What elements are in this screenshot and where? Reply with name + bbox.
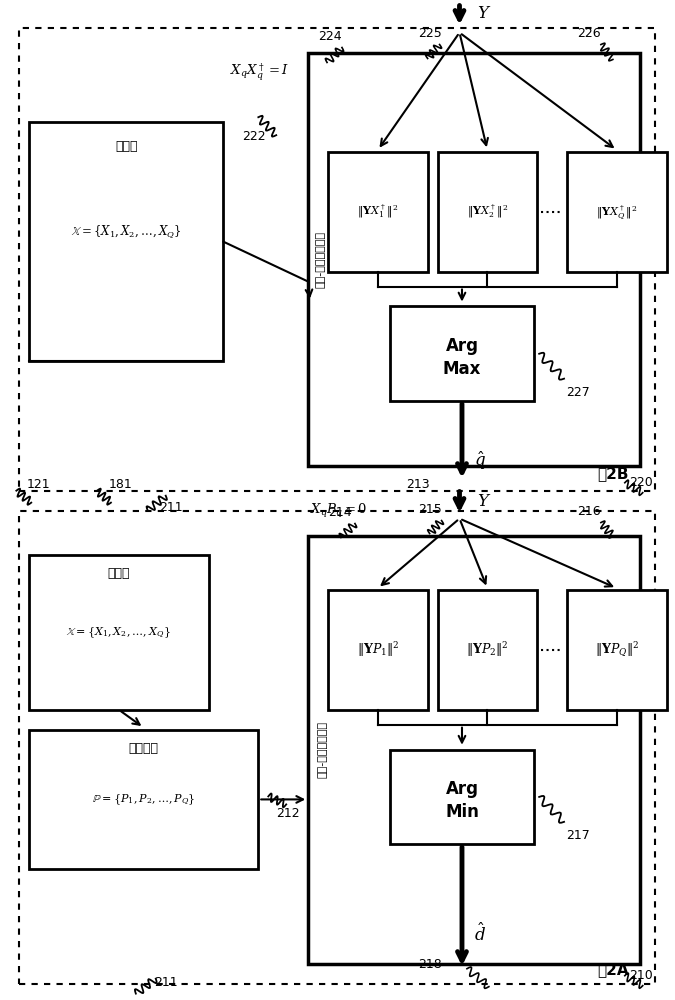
Bar	[437, 152, 537, 272]
Text: 214: 214	[328, 506, 352, 519]
Text: 212: 212	[276, 807, 300, 820]
Bar	[20, 511, 655, 984]
Bar	[389, 306, 534, 401]
Text: 224: 224	[318, 30, 342, 43]
Text: 星座集: 星座集	[115, 140, 138, 153]
Text: 181: 181	[109, 478, 133, 491]
Text: $\|\mathbf{Y}P_1\|^2$: $\|\mathbf{Y}P_1\|^2$	[356, 641, 399, 659]
Text: $\|\mathbf{Y}X_Q^\dagger\|^2$: $\|\mathbf{Y}X_Q^\dagger\|^2$	[596, 203, 637, 220]
Bar	[29, 122, 223, 361]
Bar	[20, 28, 655, 491]
Text: $\mathbb{X}=\{X_1,X_2,\ldots,X_Q\}$: $\mathbb{X}=\{X_1,X_2,\ldots,X_Q\}$	[66, 626, 171, 639]
Text: 211: 211	[159, 501, 182, 514]
Text: 210: 210	[629, 969, 653, 982]
Text: 星座集: 星座集	[107, 567, 130, 580]
Text: 空间-时间解调制器: 空间-时间解调制器	[317, 721, 327, 778]
Bar	[567, 590, 667, 710]
Text: 225: 225	[418, 27, 441, 40]
Text: 215: 215	[418, 503, 441, 516]
Text: $X_qX_q^\dagger=I$: $X_qX_q^\dagger=I$	[230, 62, 290, 83]
Bar	[389, 750, 534, 844]
Text: 227: 227	[566, 386, 590, 399]
Text: $Y$: $Y$	[477, 492, 491, 510]
Bar	[328, 152, 428, 272]
Text: 216: 216	[577, 505, 601, 518]
Text: Min: Min	[445, 803, 479, 821]
Bar	[29, 555, 209, 710]
Text: $\|\mathbf{Y}X_1^\dagger\|^2$: $\|\mathbf{Y}X_1^\dagger\|^2$	[357, 203, 398, 220]
Text: 零投影集: 零投影集	[129, 742, 159, 755]
Bar	[437, 590, 537, 710]
Text: 211: 211	[154, 976, 178, 989]
Text: 图2B: 图2B	[597, 466, 629, 481]
Text: $\hat{d}$: $\hat{d}$	[474, 923, 486, 945]
Bar	[29, 730, 259, 869]
Text: 图2A: 图2A	[597, 962, 629, 977]
Text: $\mathbb{P}=\{P_1,P_2,\ldots,P_Q\}$: $\mathbb{P}=\{P_1,P_2,\ldots,P_Q\}$	[92, 793, 196, 806]
Text: Arg: Arg	[446, 780, 479, 798]
Bar	[308, 536, 640, 964]
Text: Max: Max	[443, 360, 481, 378]
Bar	[328, 590, 428, 710]
Text: 220: 220	[629, 476, 653, 489]
Text: 空间-时间解调制器: 空间-时间解调制器	[315, 231, 325, 288]
Text: 121: 121	[26, 478, 50, 491]
Text: 218: 218	[418, 958, 442, 971]
Text: 222: 222	[242, 130, 266, 143]
Text: $X_qP_q=0$: $X_qP_q=0$	[310, 502, 367, 520]
Text: 217: 217	[566, 829, 590, 842]
Text: $\|\mathbf{Y}X_2^\dagger\|^2$: $\|\mathbf{Y}X_2^\dagger\|^2$	[467, 203, 508, 220]
Text: $\hat{q}$: $\hat{q}$	[474, 450, 486, 472]
Text: $\mathbb{X}=\{X_1,X_2,\ldots,X_Q\}$: $\mathbb{X}=\{X_1,X_2,\ldots,X_Q\}$	[71, 224, 182, 240]
Text: 213: 213	[406, 478, 429, 491]
Text: Arg: Arg	[446, 337, 479, 355]
Bar	[308, 53, 640, 466]
Text: 226: 226	[577, 27, 601, 40]
Text: $\|\mathbf{Y}P_Q\|^2$: $\|\mathbf{Y}P_Q\|^2$	[595, 641, 639, 659]
Text: $Y$: $Y$	[477, 4, 491, 22]
Bar	[567, 152, 667, 272]
Text: $\|\mathbf{Y}P_2\|^2$: $\|\mathbf{Y}P_2\|^2$	[466, 641, 509, 659]
